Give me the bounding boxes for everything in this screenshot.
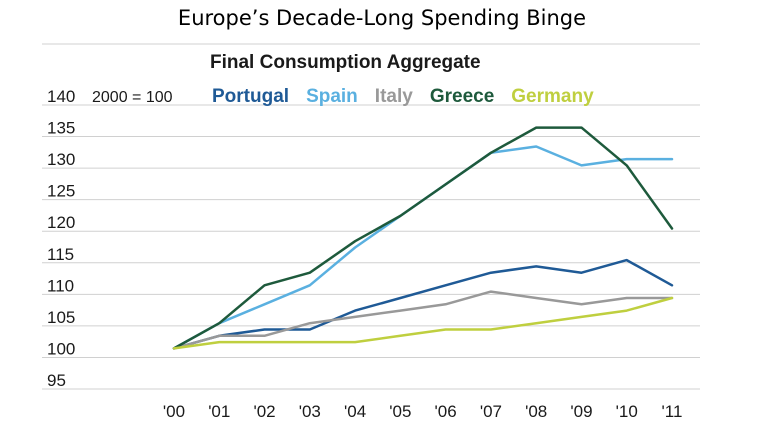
y-tick-label: 120	[47, 213, 75, 232]
legend-item-greece: Greece	[430, 86, 494, 107]
y-tick-label: 95	[47, 371, 66, 390]
x-tick-label: '07	[480, 402, 502, 421]
series-line-greece	[172, 126, 674, 350]
x-tick-label: '05	[389, 402, 411, 421]
series-line-spain	[172, 145, 674, 350]
x-tick-label: '11	[662, 402, 683, 421]
x-tick-label: '06	[435, 402, 457, 421]
x-tick-label: '00	[163, 402, 185, 421]
series-line-portugal	[172, 258, 674, 350]
y-tick-label: 105	[47, 308, 75, 327]
grid-lines	[42, 43, 700, 390]
legend-item-italy: Italy	[375, 86, 413, 107]
series-line-italy	[172, 290, 674, 350]
page-title: Europe’s Decade-Long Spending Binge	[177, 6, 587, 30]
index-note: 2000 = 100	[92, 89, 173, 106]
series-lines	[172, 126, 674, 350]
y-tick-label: 125	[47, 182, 75, 201]
series-line-germany	[172, 296, 674, 350]
legend: Portugal Spain Italy Greece Germany	[212, 86, 594, 107]
legend-item-spain: Spain	[306, 86, 358, 107]
x-tick-label: '02	[253, 402, 275, 421]
y-tick-label: 130	[47, 150, 75, 169]
x-tick-label: '10	[616, 402, 638, 421]
y-tick-label: 110	[47, 276, 74, 295]
y-tick-labels: 140 135 130 125 120 115 110 105 100 95	[47, 87, 75, 390]
x-tick-label: '08	[525, 402, 547, 421]
legend-item-germany: Germany	[511, 86, 594, 107]
x-tick-label: '04	[344, 402, 366, 421]
y-tick-label: 100	[47, 339, 75, 358]
x-tick-label: '01	[208, 402, 230, 421]
y-tick-label: 140	[47, 87, 75, 106]
x-tick-label: '03	[299, 402, 321, 421]
chart-title: Final Consumption Aggregate	[210, 52, 481, 73]
x-tick-labels: '00 '01 '02 '03 '04 '05 '06 '07 '08 '09 '10 '11	[163, 402, 683, 421]
x-tick-label: '09	[570, 402, 592, 421]
legend-item-portugal: Portugal	[212, 86, 289, 107]
y-tick-label: 135	[47, 119, 75, 138]
y-tick-label: 115	[47, 245, 74, 264]
